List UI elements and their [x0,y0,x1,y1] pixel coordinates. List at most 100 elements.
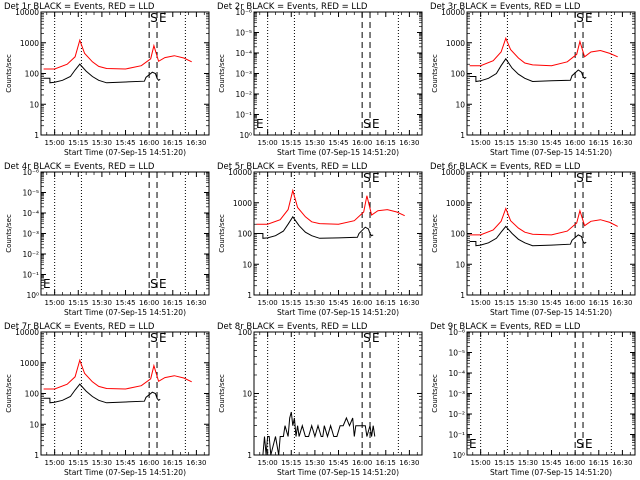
x-tick-label: 16:30 [186,459,206,467]
y-axis-label: Counts/sec [218,54,226,93]
panel-det-8: Det 8r BLACK = Events, RED = LLD Counts/s… [217,322,423,477]
x-tick-label: 15:00 [471,139,491,147]
y-tick-label: 10000 [228,168,252,177]
x-tick-label: 16:15 [376,459,396,467]
start-marker: S [576,437,584,451]
start-marker: S [576,171,584,185]
y-tick-label: 100 [451,230,466,239]
y-tick-label: 10⁻⁵ [22,189,39,198]
x-axis-label: Start Time (07-Sep-15 14:51:20) [277,468,399,477]
plot-frame [253,11,423,136]
x-tick-label: 15:45 [328,299,348,307]
lld-series-line [256,188,405,225]
x-tick-label: 15:00 [45,299,65,307]
y-tick-label: 10 [242,260,252,269]
start-marker: S [576,11,584,25]
y-tick-label: 1 [460,291,465,300]
lld-series-line [43,358,192,390]
x-tick-label: 16:00 [352,299,372,307]
x-axis-label: Start Time (07-Sep-15 14:51:20) [64,148,186,157]
x-tick-label: 15:45 [541,459,561,467]
y-tick-label: 10000 [441,8,465,17]
x-tick-label: 16:00 [352,139,372,147]
end-marker: E [159,11,167,25]
y-tick-label: 10 [29,100,39,109]
panel-title: Det 6r BLACK = Events, RED = LLD [430,162,581,172]
x-tick-label: 15:00 [258,139,278,147]
x-tick-label: 15:00 [258,299,278,307]
y-tick-label: 10⁻⁶ [448,328,465,337]
start-marker: S [363,171,371,185]
y-tick-label: 10⁻³ [448,390,465,399]
y-tick-label: 1 [34,131,39,140]
y-tick-label: 100 [25,70,40,79]
x-tick-label: 16:15 [589,299,609,307]
y-tick-label: 1000 [233,199,252,208]
y-tick-label: 10⁻⁶ [22,168,39,177]
y-tick-label: 1000 [20,359,39,368]
plot-frame [253,331,423,456]
y-tick-label: 10⁰ [26,291,39,300]
plot-frame [466,171,636,296]
panel-title: Det 4r BLACK = Events, RED = LLD [4,162,155,172]
y-tick-label: 1 [460,131,465,140]
x-tick-label: 16:30 [612,459,632,467]
x-tick-label: 16:30 [399,459,419,467]
panel-det-6: Det 6r BLACK = Events, RED = LLD Counts/s… [430,162,636,317]
plot-frame [40,171,210,296]
x-tick-label: 15:30 [92,139,112,147]
panel-det-4: Det 4r BLACK = Events, RED = LLD Counts/s… [4,162,210,317]
y-tick-label: 1000 [446,39,465,48]
y-tick-label: 10⁻⁴ [22,209,39,218]
y-tick-label: 1000 [446,199,465,208]
end-marker: E [159,331,167,345]
end-marker: E [585,11,593,25]
start-marker: S [150,277,158,291]
x-tick-label: 15:15 [494,139,514,147]
y-tick-label: 10⁻¹ [448,431,465,440]
y-tick-label: 10⁻⁴ [235,49,252,58]
x-tick-label: 16:00 [565,299,585,307]
y-tick-label: 10⁻⁵ [448,349,465,358]
x-tick-label: 15:00 [471,299,491,307]
y-tick-label: 10⁻⁴ [448,369,465,378]
y-tick-label: 10 [29,420,39,429]
start-marker: S [363,331,371,345]
x-tick-label: 15:30 [305,459,325,467]
x-tick-label: 15:30 [518,139,538,147]
x-tick-label: 16:15 [163,299,183,307]
x-tick-label: 16:00 [565,139,585,147]
x-axis-label: Start Time (07-Sep-15 14:51:20) [277,148,399,157]
x-axis-label: Start Time (07-Sep-15 14:51:20) [490,148,612,157]
x-tick-label: 15:30 [518,459,538,467]
y-tick-label: 1 [247,451,252,460]
x-axis-label: Start Time (07-Sep-15 14:51:20) [490,308,612,317]
y-tick-label: 10 [455,100,465,109]
panel-det-3: Det 3r BLACK = Events, RED = LLD Counts/s… [430,2,636,157]
x-tick-label: 16:15 [163,459,183,467]
x-tick-label: 15:15 [281,139,301,147]
edge-marker: E [469,437,477,451]
events-series-line [256,215,374,239]
x-tick-label: 16:30 [612,299,632,307]
x-tick-label: 15:30 [92,299,112,307]
end-marker: E [372,117,380,131]
start-marker: S [150,331,158,345]
x-tick-label: 15:30 [305,139,325,147]
x-tick-label: 15:45 [541,139,561,147]
plot-frame [466,331,636,456]
y-axis-label: Counts/sec [218,214,226,253]
y-tick-label: 10⁰ [239,131,252,140]
y-tick-label: 10⁻⁶ [235,8,252,17]
x-tick-label: 15:00 [45,459,65,467]
x-tick-label: 16:15 [589,459,609,467]
y-tick-label: 100 [25,390,40,399]
y-axis-label: Counts/sec [431,374,439,413]
x-tick-label: 16:15 [376,139,396,147]
x-tick-label: 16:30 [399,299,419,307]
end-marker: E [159,277,167,291]
x-tick-label: 15:45 [115,299,135,307]
plot-frame [40,331,210,456]
